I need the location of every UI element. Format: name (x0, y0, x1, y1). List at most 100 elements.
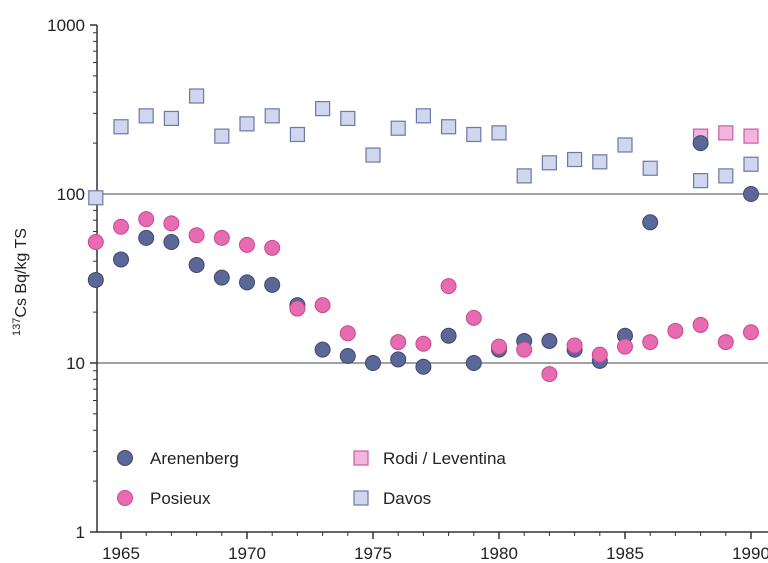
data-point-davos (743, 156, 759, 172)
data-point-posieux (617, 338, 633, 355)
data-point-davos (289, 126, 305, 143)
data-point-arenenberg (264, 276, 281, 293)
gridlines (97, 193, 768, 364)
data-point-davos (113, 119, 129, 135)
data-point-davos (189, 88, 205, 104)
svg-text:137Cs Bq/kg TS: 137Cs Bq/kg TS (11, 228, 30, 336)
data-point-davos (592, 154, 608, 170)
y-tick-label: 1000 (47, 16, 85, 35)
x-tick-label: 1990 (732, 544, 768, 563)
data-point-posieux (541, 366, 558, 383)
data-point-davos (88, 190, 104, 206)
data-point-davos (491, 125, 507, 141)
x-tick-label: 1980 (480, 544, 518, 563)
data-point-posieux (415, 335, 432, 352)
y-tick-label: 100 (57, 185, 85, 204)
data-point-davos (138, 108, 154, 124)
data-point-posieux (390, 334, 407, 351)
data-point-arenenberg (365, 355, 381, 371)
data-point-davos (390, 120, 406, 136)
data-points (87, 88, 759, 383)
data-point-arenenberg (113, 251, 129, 268)
legend-marker-arenenberg (117, 450, 133, 466)
data-point-davos (516, 168, 532, 184)
data-point-davos (239, 116, 255, 132)
data-point-arenenberg (213, 269, 230, 286)
data-point-posieux (566, 337, 583, 354)
data-point-arenenberg (692, 135, 709, 152)
data-point-rodi-leventina (743, 128, 759, 144)
data-point-posieux (264, 239, 281, 256)
x-tick-label: 1985 (606, 544, 644, 563)
data-point-posieux (289, 300, 306, 317)
legend-label-davos: Davos (383, 489, 431, 508)
y-axis-title-superscript: 137 (11, 318, 23, 336)
data-point-posieux (465, 309, 482, 326)
data-point-posieux (516, 341, 533, 358)
data-point-arenenberg (188, 257, 205, 274)
data-point-davos (214, 128, 230, 144)
data-point-davos (340, 110, 356, 127)
data-point-posieux (87, 233, 104, 250)
y-axis-title: 137Cs Bq/kg TS (11, 228, 30, 336)
data-point-davos (718, 168, 734, 184)
data-point-davos (441, 119, 457, 135)
x-axis: 1965197019751980198519901995200020052010… (97, 531, 768, 563)
data-point-posieux (314, 297, 331, 314)
data-point-posieux (213, 229, 230, 246)
legend-label-posieux: Posieux (150, 489, 211, 508)
legend-label-arenenberg: Arenenberg (150, 449, 239, 468)
data-point-davos (315, 101, 331, 117)
data-point-arenenberg (465, 355, 482, 371)
y-tick-label: 10 (66, 354, 85, 373)
data-point-posieux (440, 278, 457, 295)
data-point-arenenberg (541, 332, 558, 349)
data-point-arenenberg (390, 351, 407, 368)
data-point-davos (692, 173, 709, 189)
data-point-posieux (491, 338, 507, 355)
data-point-davos (642, 160, 658, 176)
data-point-davos (541, 155, 558, 171)
legend-label-rodi-leventina: Rodi / Leventina (383, 449, 506, 468)
data-point-arenenberg (415, 358, 432, 375)
data-point-arenenberg (138, 229, 155, 246)
data-point-davos (365, 147, 381, 163)
data-point-rodi-leventina (718, 125, 734, 141)
legend-marker-davos (353, 490, 369, 506)
data-point-davos (566, 151, 583, 168)
y-axis-title-text: Cs Bq/kg TS (13, 228, 30, 318)
data-point-arenenberg (339, 348, 356, 365)
data-point-posieux (138, 211, 155, 228)
data-point-davos (617, 137, 633, 153)
data-point-posieux (113, 218, 129, 235)
data-point-arenenberg (642, 214, 659, 231)
legend-marker-posieux (117, 490, 133, 506)
x-tick-label: 1975 (354, 544, 392, 563)
x-tick-label: 1965 (102, 544, 140, 563)
data-point-posieux (591, 346, 608, 363)
x-tick-label: 1970 (228, 544, 266, 563)
data-point-davos (466, 126, 482, 143)
data-point-posieux (667, 322, 684, 339)
data-point-arenenberg (314, 341, 331, 358)
data-point-davos (415, 108, 431, 124)
data-point-posieux (239, 236, 255, 253)
data-point-posieux (163, 215, 180, 232)
data-point-davos (163, 110, 179, 127)
data-point-posieux (642, 334, 659, 351)
data-point-arenenberg (743, 186, 759, 202)
data-point-arenenberg (239, 274, 255, 291)
data-point-posieux (717, 334, 734, 351)
data-point-arenenberg (440, 327, 457, 344)
y-tick-label: 1 (76, 523, 85, 542)
data-point-posieux (743, 324, 759, 341)
legend: Arenenberg Posieux Rodi / Leventina Davos (117, 449, 506, 508)
data-point-posieux (339, 325, 356, 342)
legend-marker-rodi-leventina (353, 450, 369, 466)
data-point-davos (264, 108, 280, 124)
data-point-posieux (188, 227, 205, 244)
data-point-arenenberg (163, 233, 180, 250)
data-point-posieux (692, 316, 709, 333)
data-point-arenenberg (87, 271, 104, 288)
